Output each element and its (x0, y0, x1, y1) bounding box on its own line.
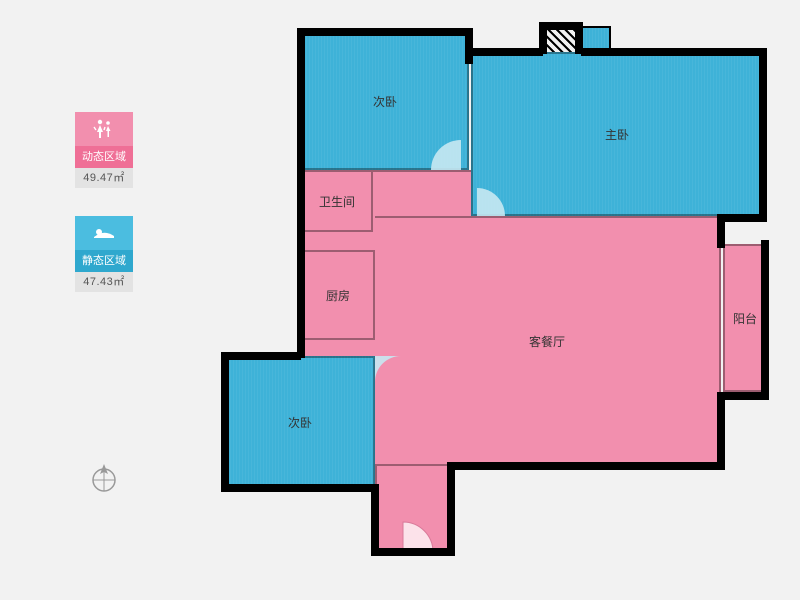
wall (447, 462, 455, 556)
room-master-bedroom: 主卧 (471, 52, 763, 216)
legend-dynamic: 动态区域 49.47㎡ (75, 112, 133, 188)
wall (759, 48, 767, 220)
wall (221, 352, 301, 360)
room-label: 阳台 (733, 310, 757, 327)
wall (221, 352, 229, 492)
floor-plan: 次卧 主卧 卫生间 厨房 客餐厅 阳台 次卧 (225, 22, 775, 582)
wall (539, 22, 583, 30)
legend-dynamic-value: 49.47㎡ (75, 168, 133, 188)
wall (465, 28, 473, 64)
wall (581, 48, 767, 56)
people-icon (75, 112, 133, 146)
wall (297, 28, 473, 36)
wall (717, 392, 725, 470)
room-kitchen: 厨房 (301, 250, 375, 340)
wall (371, 548, 455, 556)
wall (297, 170, 305, 358)
room-label: 厨房 (326, 287, 350, 304)
room-secondary-bedroom-top: 次卧 (301, 32, 469, 170)
legend-static: 静态区域 47.43㎡ (75, 216, 133, 292)
corridor-gap (301, 232, 375, 250)
legend: 动态区域 49.47㎡ 静态区域 47.43㎡ (75, 112, 133, 292)
room-label: 次卧 (288, 414, 312, 431)
wall (447, 462, 725, 470)
living-entrance (375, 466, 451, 552)
legend-dynamic-label: 动态区域 (75, 146, 133, 168)
wall (371, 484, 379, 556)
room-label: 卫生间 (319, 193, 355, 210)
wall (221, 484, 379, 492)
legend-static-label: 静态区域 (75, 250, 133, 272)
room-living-dining: 客餐厅 (375, 216, 721, 466)
room-label: 客餐厅 (529, 333, 565, 350)
room-bathroom: 卫生间 (301, 170, 373, 232)
wall (471, 48, 543, 56)
room-label: 主卧 (605, 126, 629, 143)
compass-icon (86, 460, 122, 501)
room-secondary-bedroom-bottom: 次卧 (225, 356, 375, 488)
wall (761, 240, 769, 396)
legend-static-value: 47.43㎡ (75, 272, 133, 292)
wall (717, 214, 725, 248)
room-label: 次卧 (373, 93, 397, 110)
wall (297, 28, 305, 174)
sleep-icon (75, 216, 133, 250)
